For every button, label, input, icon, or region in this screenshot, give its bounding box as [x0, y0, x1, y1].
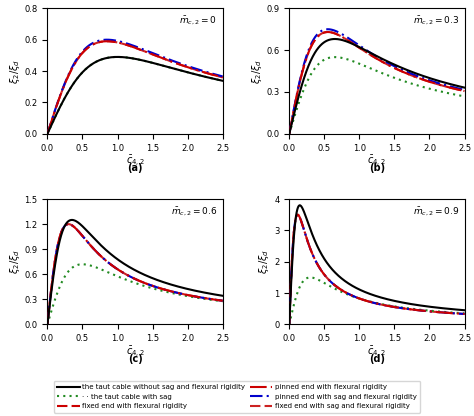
Text: (c): (c) [128, 354, 142, 364]
Y-axis label: $\xi_2/\xi_d$: $\xi_2/\xi_d$ [8, 249, 22, 274]
X-axis label: $\bar{c}_{4,2}$: $\bar{c}_{4,2}$ [367, 344, 386, 360]
Y-axis label: $\xi_2/\xi_d$: $\xi_2/\xi_d$ [257, 249, 272, 274]
Text: $\bar{m}_{c,2} = 0.6$: $\bar{m}_{c,2} = 0.6$ [171, 205, 218, 218]
Legend: the taut cable without sag and flexural rigidity, · · the taut cable with sag, f: the taut cable without sag and flexural … [54, 381, 420, 413]
Text: $\bar{m}_{c,2} = 0.3$: $\bar{m}_{c,2} = 0.3$ [413, 15, 459, 27]
Text: (b): (b) [369, 163, 385, 173]
X-axis label: $\bar{c}_{4,2}$: $\bar{c}_{4,2}$ [126, 344, 145, 360]
Text: (d): (d) [369, 354, 385, 364]
X-axis label: $\bar{c}_{4,2}$: $\bar{c}_{4,2}$ [126, 154, 145, 169]
X-axis label: $\bar{c}_{4,2}$: $\bar{c}_{4,2}$ [367, 154, 386, 169]
Y-axis label: $\xi_2/\xi_d$: $\xi_2/\xi_d$ [249, 59, 264, 84]
Text: $\bar{m}_{c,2} = 0$: $\bar{m}_{c,2} = 0$ [180, 15, 218, 27]
Text: (a): (a) [128, 163, 143, 173]
Text: $\bar{m}_{c,2} = 0.9$: $\bar{m}_{c,2} = 0.9$ [413, 205, 459, 218]
Y-axis label: $\xi_2/\xi_d$: $\xi_2/\xi_d$ [8, 59, 22, 84]
